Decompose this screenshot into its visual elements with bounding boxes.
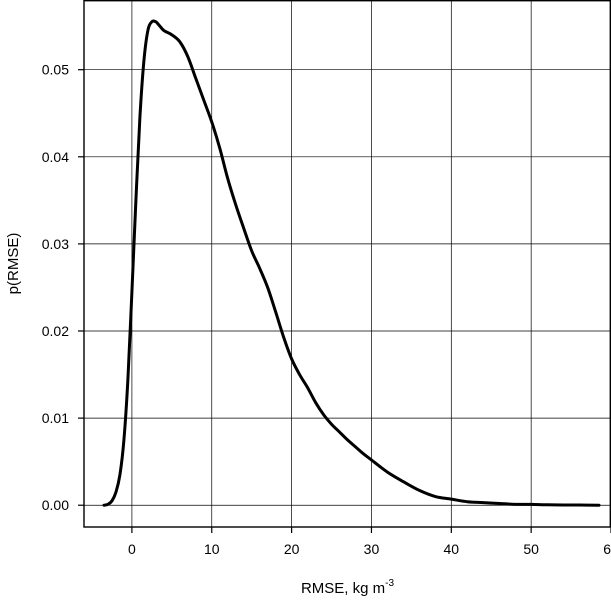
- x-axis-title: RMSE, kg m-3: [301, 578, 395, 597]
- x-tick-label: 60: [603, 541, 611, 557]
- x-tick-label: 20: [284, 541, 300, 557]
- y-tick-label: 0.00: [42, 497, 69, 513]
- y-tick-label: 0.05: [42, 62, 69, 78]
- y-tick-label: 0.04: [42, 149, 69, 165]
- x-tick-label: 40: [444, 541, 460, 557]
- curve-layer: [102, 19, 601, 507]
- y-tick-label: 0.01: [42, 410, 69, 426]
- grid-lines: [84, 0, 611, 527]
- x-axis: 0 10 20 30 40 50 60: [128, 527, 611, 557]
- x-tick-label: 30: [364, 541, 380, 557]
- y-axis: 0.00 0.01 0.02 0.03 0.04 0.05: [42, 62, 84, 513]
- density-curve: [102, 19, 601, 507]
- plot-frame: [83, 0, 611, 528]
- y-tick-label: 0.03: [42, 236, 69, 252]
- y-axis-title: p(RMSE): [5, 233, 22, 295]
- x-tick-label: 0: [128, 541, 136, 557]
- x-tick-label: 50: [523, 541, 539, 557]
- x-axis-title-superscript: -3: [385, 578, 394, 589]
- x-tick-label: 10: [204, 541, 220, 557]
- x-axis-title-text: RMSE, kg m: [301, 580, 385, 597]
- y-tick-label: 0.02: [42, 323, 69, 339]
